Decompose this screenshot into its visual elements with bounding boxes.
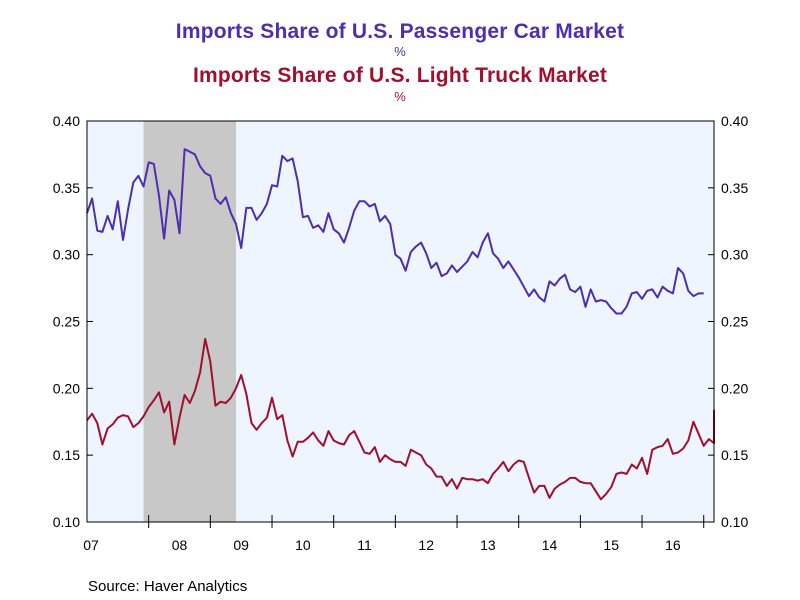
y-tick-label-right: 0.35 (721, 180, 748, 196)
x-tick-label: 11 (357, 537, 372, 553)
y-tick-label-right: 0.15 (721, 447, 748, 463)
chart-title-unit: % (394, 44, 406, 59)
y-tick-label-left: 0.10 (53, 514, 80, 530)
chart-title: Imports Share of U.S. Passenger Car Mark… (175, 20, 625, 43)
y-tick-label-left: 0.25 (53, 314, 80, 330)
x-tick-label: 13 (480, 537, 496, 553)
x-tick-label: 12 (418, 537, 434, 553)
y-tick-label-right: 0.40 (721, 113, 748, 129)
x-tick-label: 08 (172, 537, 188, 553)
y-tick-label-left: 0.40 (53, 113, 80, 129)
x-tick-label: 07 (83, 537, 99, 553)
y-tick-label-right: 0.25 (721, 314, 748, 330)
recession-shading (143, 121, 237, 522)
chart-subtitle-unit: % (394, 89, 406, 104)
y-tick-label-left: 0.30 (53, 247, 80, 263)
y-tick-label-right: 0.30 (721, 247, 748, 263)
y-tick-label-left: 0.20 (53, 380, 80, 396)
series-line-2 (86, 337, 715, 501)
x-tick-label: 10 (295, 537, 311, 553)
x-tick-label: 16 (665, 537, 681, 553)
x-tick-label: 09 (233, 537, 249, 553)
y-tick-label-right: 0.20 (721, 380, 748, 396)
series-line-1 (86, 148, 704, 315)
source-note: Source: Haver Analytics (88, 578, 248, 595)
x-tick-label: 14 (542, 537, 558, 553)
y-tick-label-left: 0.15 (53, 447, 80, 463)
y-tick-label-right: 0.10 (721, 514, 748, 530)
y-tick-label-left: 0.35 (53, 180, 80, 196)
x-tick-label: 15 (603, 537, 619, 553)
chart-subtitle: Imports Share of U.S. Light Truck Market (192, 64, 608, 87)
